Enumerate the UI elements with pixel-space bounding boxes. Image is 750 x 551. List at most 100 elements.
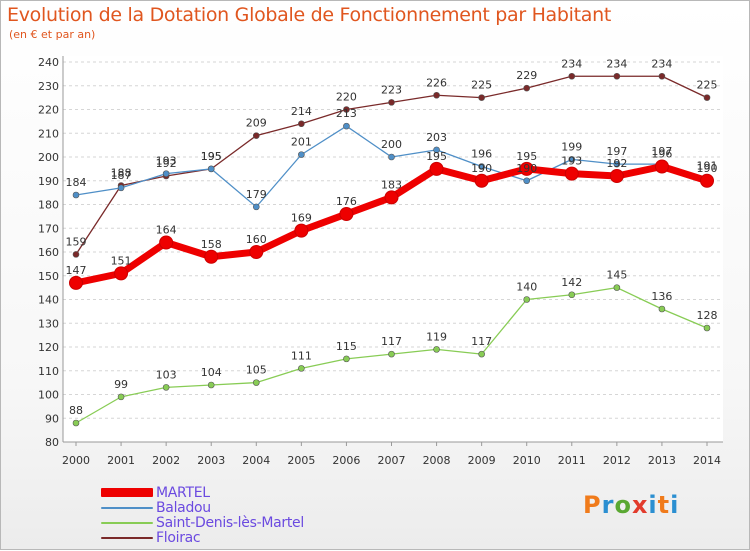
data-point-saint-denis-l-s-martel (568, 291, 576, 299)
y-tick-label: 100 (38, 389, 59, 402)
data-label-saint-denis-l-s-martel: 104 (201, 366, 222, 379)
data-label-baladou: 187 (111, 169, 132, 182)
y-tick-label: 110 (38, 365, 59, 378)
data-point-floirac (703, 94, 711, 101)
x-tick-label: 2005 (287, 454, 315, 467)
data-point-martel (564, 166, 579, 181)
y-tick-label: 210 (38, 127, 59, 140)
data-label-saint-denis-l-s-martel: 142 (561, 276, 582, 289)
data-label-baladou: 191 (697, 159, 718, 172)
data-point-floirac (658, 72, 666, 80)
data-point-baladou (613, 160, 621, 168)
data-point-floirac (298, 120, 305, 128)
data-point-floirac (433, 91, 440, 99)
data-point-martel (294, 223, 309, 238)
x-tick-label: 2010 (513, 454, 541, 467)
chart-subtitle: (en € et par an) (9, 28, 96, 41)
y-tick-label: 150 (38, 270, 59, 283)
data-label-baladou: 197 (606, 145, 627, 158)
data-point-baladou (568, 156, 576, 163)
data-label-saint-denis-l-s-martel: 117 (471, 335, 492, 348)
y-tick-label: 90 (45, 412, 59, 425)
data-label-floirac: 220 (336, 91, 357, 104)
data-point-saint-denis-l-s-martel (523, 296, 531, 303)
y-tick-label: 230 (38, 80, 59, 93)
data-point-martel (339, 207, 354, 221)
y-tick-label: 220 (38, 104, 59, 117)
data-point-baladou (117, 184, 125, 192)
data-point-floirac (252, 132, 260, 139)
x-tick-label: 2006 (332, 454, 360, 467)
data-point-martel (204, 249, 219, 264)
data-point-martel (384, 190, 399, 205)
legend-swatch-saint-denis (101, 522, 153, 524)
data-label-saint-denis-l-s-martel: 103 (156, 368, 177, 381)
data-point-baladou (433, 146, 440, 154)
data-label-baladou: 200 (381, 138, 402, 151)
data-label-martel: 190 (471, 162, 492, 175)
data-label-saint-denis-l-s-martel: 117 (381, 335, 402, 348)
data-label-saint-denis-l-s-martel: 105 (246, 364, 267, 377)
x-tick-label: 2014 (693, 454, 721, 467)
data-point-floirac (388, 99, 395, 106)
y-tick-label: 130 (38, 317, 59, 330)
data-label-floirac: 223 (381, 83, 402, 96)
data-point-baladou (478, 163, 485, 170)
x-tick-label: 2002 (152, 454, 180, 467)
y-tick-label: 160 (38, 246, 59, 259)
data-label-martel: 169 (291, 212, 312, 225)
data-label-saint-denis-l-s-martel: 111 (291, 349, 312, 362)
proxiti-logo: Proxiti (583, 491, 680, 519)
legend-swatch-baladou (101, 507, 153, 509)
data-label-floirac: 234 (651, 57, 672, 70)
data-point-martel (700, 173, 714, 188)
data-point-floirac (478, 94, 485, 101)
y-tick-label: 200 (38, 151, 59, 164)
data-point-baladou (162, 170, 170, 177)
data-point-saint-denis-l-s-martel (252, 379, 260, 386)
data-point-floirac (568, 72, 576, 80)
data-point-saint-denis-l-s-martel (703, 324, 711, 332)
data-point-floirac (613, 72, 621, 80)
plot-area (63, 56, 723, 442)
data-point-saint-denis-l-s-martel (207, 381, 215, 389)
data-label-martel: 190 (697, 162, 718, 175)
legend-label-martel: MARTEL (156, 485, 210, 501)
data-point-saint-denis-l-s-martel (117, 393, 125, 401)
data-label-floirac: 234 (561, 57, 582, 70)
data-label-martel: 164 (156, 224, 177, 237)
data-point-martel (429, 161, 444, 176)
x-tick-label: 2007 (378, 454, 406, 467)
data-label-saint-denis-l-s-martel: 140 (516, 281, 537, 294)
data-label-martel: 147 (66, 264, 87, 277)
data-point-martel (609, 169, 624, 183)
y-tick-label: 190 (38, 175, 59, 188)
data-label-martel: 195 (516, 150, 537, 163)
data-label-floirac: 225 (697, 79, 718, 92)
data-label-saint-denis-l-s-martel: 99 (114, 378, 128, 391)
data-label-floirac: 214 (291, 105, 312, 118)
data-label-baladou: 201 (291, 136, 312, 149)
data-label-baladou: 184 (66, 176, 87, 189)
y-tick-label: 140 (38, 294, 59, 307)
legend-label-floirac: Floirac (156, 530, 201, 546)
data-label-floirac: 209 (246, 117, 267, 130)
x-tick-label: 2008 (423, 454, 451, 467)
data-label-martel: 176 (336, 195, 357, 208)
y-tick-label: 240 (38, 56, 59, 69)
x-tick-label: 2001 (107, 454, 135, 467)
data-point-saint-denis-l-s-martel (72, 419, 80, 427)
x-tick-label: 2003 (197, 454, 225, 467)
data-label-baladou: 179 (246, 188, 267, 201)
data-label-baladou: 199 (561, 140, 582, 153)
chart-title: Evolution de la Dotation Globale de Fonc… (7, 4, 612, 26)
data-point-martel (69, 275, 83, 290)
data-point-martel (654, 159, 669, 174)
data-label-martel: 160 (246, 233, 267, 246)
data-label-baladou: 196 (471, 148, 492, 161)
data-label-baladou: 203 (426, 131, 447, 144)
x-tick-label: 2011 (558, 454, 586, 467)
data-point-saint-denis-l-s-martel (298, 365, 305, 372)
